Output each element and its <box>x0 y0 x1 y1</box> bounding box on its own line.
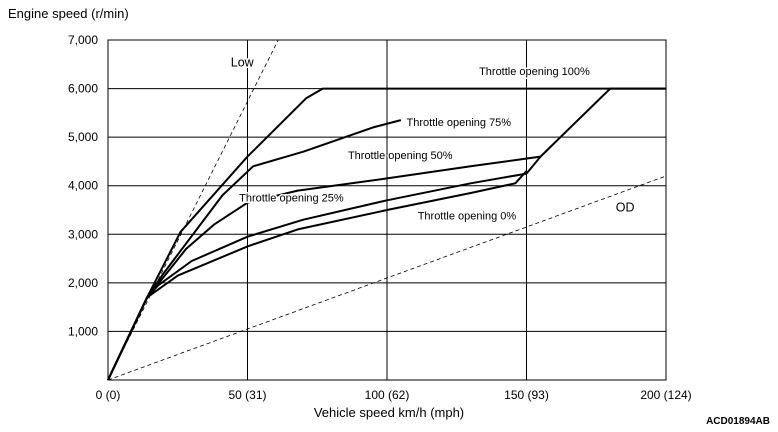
series-line-throttle-opening-0 <box>107 170 528 381</box>
series-line-throttle-opening-25 <box>107 155 542 381</box>
annotation-halo: Low <box>231 56 255 70</box>
annotation-label: Low <box>231 56 255 70</box>
annotation-halo: Throttle opening 100% <box>479 66 590 78</box>
annotation-label: Throttle opening 0% <box>418 211 517 223</box>
annotation-halo: Throttle opening 50% <box>348 150 453 162</box>
series-line-throttle-opening-50 <box>107 87 666 381</box>
annotation-halo: Throttle opening 75% <box>407 117 512 129</box>
annotation-label: Throttle opening 100% <box>479 66 590 78</box>
annotation-halo: Throttle opening 25% <box>239 192 344 204</box>
grid <box>107 39 667 381</box>
x-tick-label: 0 (0) <box>96 388 121 402</box>
figure-code: ACD01894AB <box>706 416 770 427</box>
tick-labels: 1,000 2,000 3,000 4,000 5,000 6,000 7,000 0 (0)… <box>68 33 692 402</box>
x-tick-label: 150 (93) <box>504 388 549 402</box>
y-tick-label: 6,000 <box>68 82 98 96</box>
y-tick-label: 7,000 <box>68 33 98 47</box>
y-tick-label: 3,000 <box>68 227 98 241</box>
x-tick-label: 100 (62) <box>365 388 410 402</box>
series-line-od <box>107 175 667 381</box>
y-tick-label: 4,000 <box>68 179 98 193</box>
y-tick-label: 2,000 <box>68 276 98 290</box>
annotation-halo: Throttle opening 0% <box>418 211 517 223</box>
y-axis-label: Engine speed (r/min) <box>8 6 129 21</box>
series-line-low <box>107 39 279 381</box>
x-axis-label: Vehicle speed km/h (mph) <box>314 405 464 420</box>
y-tick-label: 5,000 <box>68 130 98 144</box>
annotation-halo: OD <box>616 200 635 214</box>
series-lines <box>107 39 667 381</box>
x-tick-label: 50 (31) <box>228 388 266 402</box>
x-tick-label: 200 (124) <box>640 388 691 402</box>
annotation-label: Throttle opening 25% <box>239 192 344 204</box>
y-tick-label: 1,000 <box>68 324 98 338</box>
annotation-label: OD <box>616 200 635 214</box>
annotation-label: Throttle opening 75% <box>407 117 512 129</box>
annotation-label: Throttle opening 50% <box>348 150 453 162</box>
